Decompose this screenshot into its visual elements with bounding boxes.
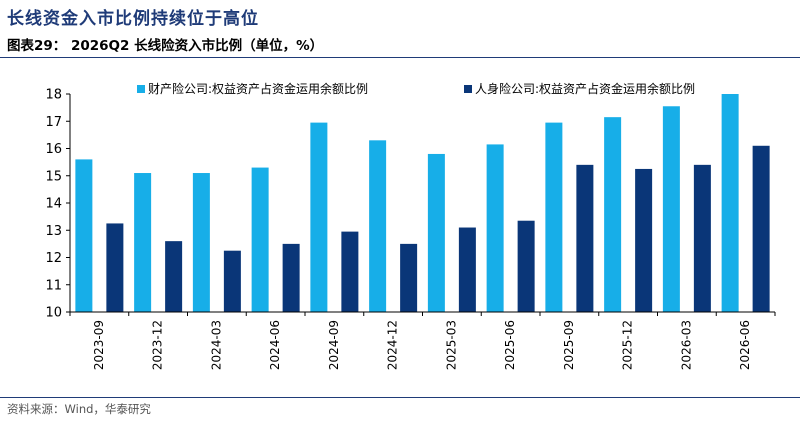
legend: 财产险公司:权益资产占资金运用余额比例 人身险公司:权益资产占资金运用余额比例 [137,81,695,96]
x-tick-label: 2026-03 [679,320,693,370]
bar-series-2-2023-09 [106,223,124,312]
bar-series-1-2024-03 [192,173,210,312]
bar-series-2-2025-09 [576,164,594,312]
bar-series-2-2024-03 [223,250,241,312]
bar-series-1-2024-12 [369,140,387,312]
bar-series-1-2025-12 [604,117,622,312]
y-tick-label: 16 [45,142,62,157]
bar-series-1-2024-09 [310,122,328,312]
y-axis: 10 11 12 13 14 15 16 17 18 [45,88,71,321]
bar-series-2-2024-06 [282,243,300,312]
bar-series-1-2026-06 [721,94,739,312]
y-tick-label: 11 [45,278,62,293]
bar-series-2-2024-09 [341,231,359,312]
bar-series-1-2025-06 [486,144,504,312]
bar-series-2-2025-12 [635,168,653,312]
bar-series-1-2023-12 [134,173,152,312]
top-rule [0,57,800,58]
bar-series-1-2024-06 [251,167,269,312]
legend-label-series-2: 人身险公司:权益资产占资金运用余额比例 [475,81,695,96]
bars [75,94,770,312]
y-tick-label: 10 [45,306,62,321]
bar-series-2-2026-06 [752,145,770,312]
x-tick-label: 2023-09 [92,320,106,370]
x-tick-label: 2024-03 [209,320,223,370]
x-axis: 2023-09 2023-12 2024-03 2024-06 2024-09 2024-… [69,311,776,370]
bar-series-2-2025-06 [517,220,535,312]
x-tick-label: 2025-12 [621,320,635,370]
x-tick-label: 2025-06 [503,320,517,370]
legend-label-series-1: 财产险公司:权益资产占资金运用余额比例 [148,81,368,96]
y-tick-label: 18 [45,88,62,103]
bar-series-1-2025-09 [545,122,563,312]
bar-series-2-2025-03 [458,227,476,312]
bar-series-1-2023-09 [75,159,93,312]
headline: 长线资金入市比例持续位于高位 [7,9,259,29]
bar-series-1-2026-03 [662,106,680,312]
y-tick-label: 17 [45,115,62,130]
x-tick-label: 2024-09 [327,320,341,370]
x-tick-label: 2023-12 [151,320,165,370]
bar-series-2-2023-12 [165,241,183,312]
y-tick-label: 15 [45,169,62,184]
x-tick-label: 2026-06 [738,320,752,370]
bar-series-2-2026-03 [693,164,711,312]
x-tick-label: 2025-09 [562,320,576,370]
bar-series-2-2024-12 [400,243,418,312]
x-tick-label: 2024-12 [386,320,400,370]
bar-chart: 财产险公司:权益资产占资金运用余额比例 人身险公司:权益资产占资金运用余额比例 … [45,81,776,370]
figure-caption: 图表29： 2026Q2 长线险资入市比例（单位，%） [7,38,324,54]
y-tick-label: 12 [45,251,62,266]
source-note: 资料来源：Wind，华泰研究 [7,402,151,416]
legend-swatch-series-1 [137,85,145,93]
x-tick-label: 2025-03 [444,320,458,370]
legend-swatch-series-2 [464,85,472,93]
x-tick-label: 2024-06 [268,320,282,370]
y-tick-label: 14 [45,197,62,212]
bottom-rule [0,397,800,398]
y-tick-label: 13 [45,224,62,239]
bar-series-1-2025-03 [427,153,445,312]
